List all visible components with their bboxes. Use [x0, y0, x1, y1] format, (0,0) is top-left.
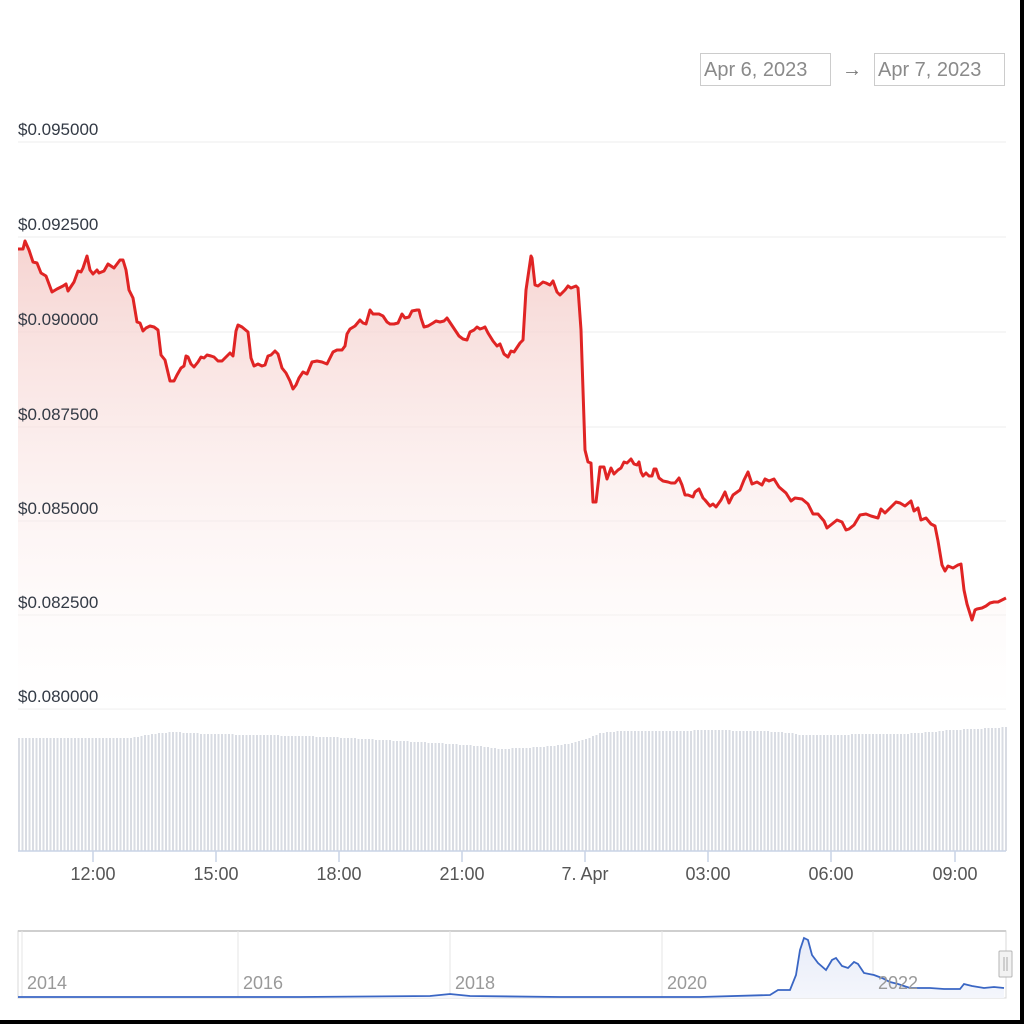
y-axis-label: $0.085000 [18, 499, 99, 518]
frame-border-right [1020, 0, 1024, 1024]
volume-bars [18, 727, 1007, 851]
range-to-input[interactable]: Apr 7, 2023 [874, 53, 1005, 86]
navigator-year-label: 2016 [243, 973, 284, 993]
navigator-year-label: 2014 [27, 973, 68, 993]
navigator-line [18, 936, 1005, 998]
price-area-fill [18, 241, 1006, 709]
navigator-year-label: 2022 [878, 973, 919, 993]
y-axis-label: $0.082500 [18, 593, 99, 612]
y-axis-label: $0.087500 [18, 405, 99, 424]
range-from-input[interactable]: Apr 6, 2023 [700, 53, 831, 86]
y-axis-label: $0.095000 [18, 120, 99, 139]
x-axis-label: 12:00 [70, 864, 116, 884]
frame-border-bottom [0, 1020, 1024, 1024]
y-axis-label: $0.092500 [18, 215, 99, 234]
x-axis-ticks [92, 851, 956, 862]
x-axis-label: 09:00 [932, 864, 978, 884]
y-axis-label: $0.080000 [18, 687, 99, 706]
x-axis-label: 21:00 [439, 864, 485, 884]
navigator-handle[interactable] [998, 950, 1013, 978]
x-axis-label: 15:00 [193, 864, 239, 884]
x-axis-label: 06:00 [808, 864, 854, 884]
navigator-area [18, 938, 1004, 998]
x-axis-label: 03:00 [685, 864, 731, 884]
y-axis-label: $0.090000 [18, 310, 99, 329]
range-arrow-icon: → [842, 59, 862, 81]
price-line [18, 239, 1007, 622]
navigator-gridlines [21, 931, 874, 998]
x-axis-label: 18:00 [316, 864, 362, 884]
navigator-year-label: 2020 [667, 973, 708, 993]
navigator-year-label: 2018 [455, 973, 496, 993]
x-axis-label: 7. Apr [561, 864, 609, 884]
